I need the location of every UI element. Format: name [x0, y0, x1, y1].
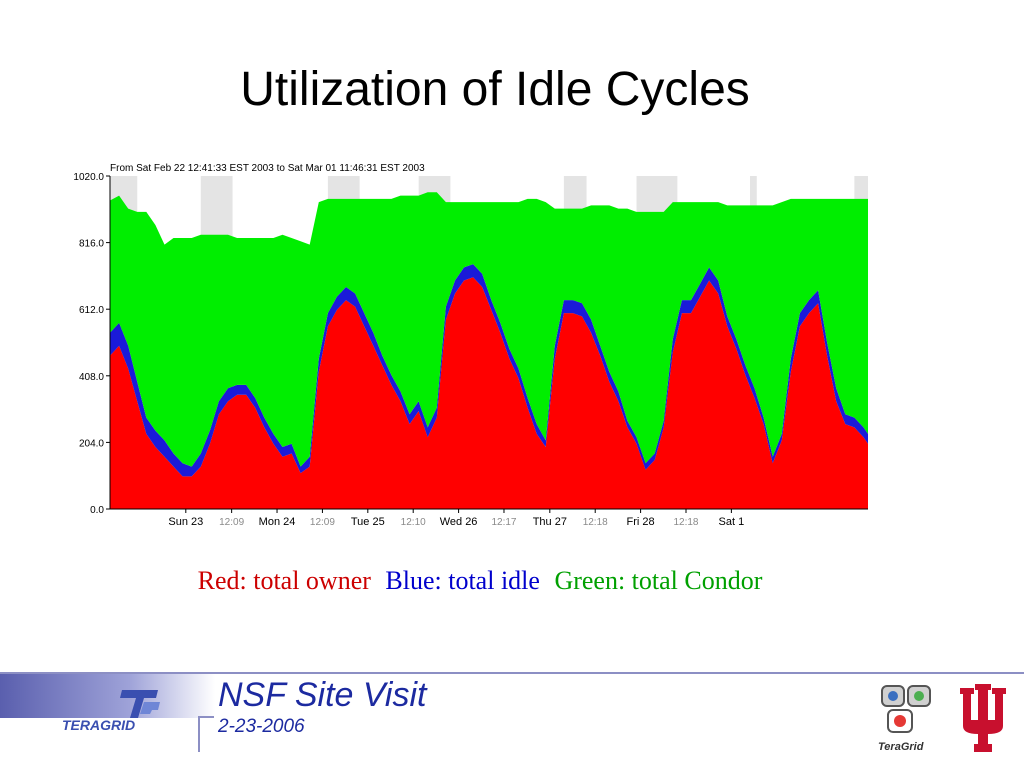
chart-legend: Red: total owner Blue: total idle Green:…: [0, 566, 960, 596]
chart-svg: From Sat Feb 22 12:41:33 EST 2003 to Sat…: [73, 163, 868, 528]
footer-divider: [0, 672, 1024, 674]
y-tick-label: 0.0: [90, 505, 104, 516]
series-areas: [110, 192, 868, 509]
x-tick-label: 12:18: [673, 517, 698, 528]
x-tick-label: Fri 28: [627, 516, 655, 528]
x-tick-label: 12:09: [310, 517, 335, 528]
teragrid-emblem-logo: TeraGrid: [878, 685, 931, 753]
series-area-total-condor: [110, 192, 868, 467]
x-tick-label: 12:18: [583, 517, 608, 528]
slide-title: Utilization of Idle Cycles: [240, 63, 750, 116]
legend-idle: Blue: total idle: [385, 566, 540, 595]
chart-axes: 0.0 204.0 408.0 612.0 816.0 1020.0 Sun 23 12:09…: [73, 172, 868, 528]
series-area-total-owner: [110, 277, 868, 509]
utilization-chart: From Sat Feb 22 12:41:33 EST 2003 to Sat…: [66, 156, 874, 536]
chart-title: From Sat Feb 22 12:41:33 EST 2003 to Sat…: [110, 163, 425, 174]
footer-date: 2-23-2006: [218, 716, 305, 737]
footer-gradient-band: [0, 674, 215, 718]
x-tick-label: Tue 25: [351, 516, 385, 528]
x-tick-label: 12:09: [219, 517, 244, 528]
series-area-total-idle: [110, 264, 868, 477]
y-tick-label: 612.0: [79, 305, 104, 316]
footer-bracket: [198, 716, 214, 752]
teragrid-logo-text: TERAGRID: [62, 717, 135, 733]
x-tick-label: Wed 26: [440, 516, 478, 528]
legend-owner: Red: total owner: [197, 566, 371, 595]
teragrid-logo: TERAGRID: [62, 690, 160, 733]
y-tick-label: 408.0: [79, 372, 104, 383]
x-tick-label: Sun 23: [168, 516, 203, 528]
footer-title: NSF Site Visit: [218, 676, 427, 714]
teragrid-emblem-text: TeraGrid: [878, 741, 924, 753]
legend-condor: Green: total Condor: [554, 566, 763, 595]
y-tick-label: 816.0: [79, 239, 104, 250]
y-tick-label: 1020.0: [73, 172, 104, 183]
x-tick-label: 12:17: [491, 517, 516, 528]
x-tick-label: Thu 27: [533, 516, 567, 528]
x-tick-label: Sat 1: [719, 516, 745, 528]
y-tick-label: 204.0: [79, 438, 104, 449]
x-tick-label: Mon 24: [259, 516, 296, 528]
x-tick-label: 12:10: [401, 517, 426, 528]
iu-trident-logo: [960, 684, 1006, 752]
